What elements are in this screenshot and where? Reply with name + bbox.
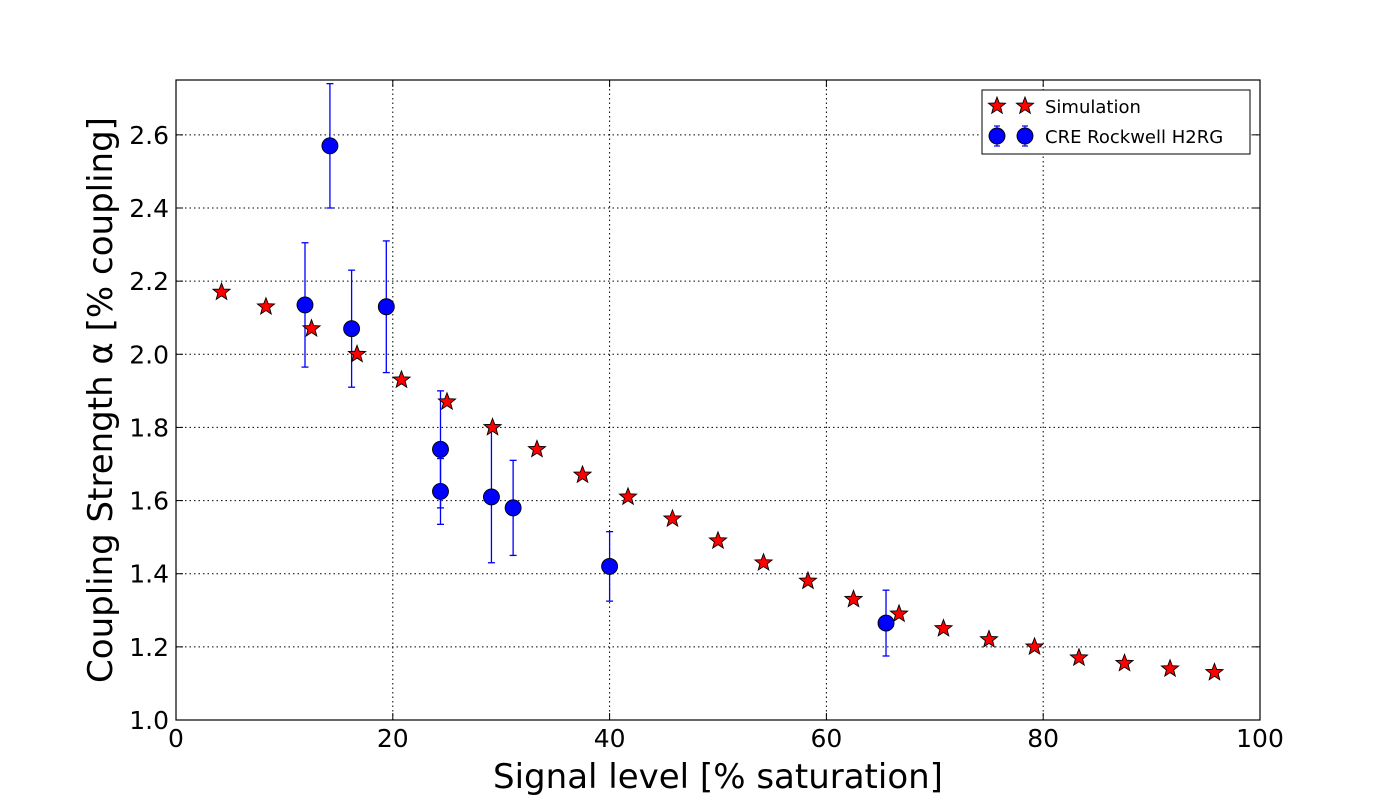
cre-series xyxy=(296,137,895,632)
plot-frame xyxy=(175,79,1261,721)
simulation-point xyxy=(843,589,864,608)
simulation-point xyxy=(211,281,232,301)
legend-circle-marker xyxy=(1016,127,1034,145)
cre-point xyxy=(504,499,522,517)
cre-point xyxy=(321,137,339,155)
legend-simulation-marker xyxy=(987,95,1035,115)
y-tick-label: 2.6 xyxy=(129,121,169,150)
simulation-point xyxy=(708,530,728,550)
simulation-point xyxy=(1024,636,1045,656)
simulation-point xyxy=(753,552,774,572)
simulation-point xyxy=(933,618,954,637)
legend-cre-marker xyxy=(988,125,1034,147)
cre-point xyxy=(296,296,314,314)
cre-point xyxy=(343,320,361,338)
simulation-point xyxy=(256,296,276,316)
simulation-point xyxy=(1114,653,1135,672)
cre-point xyxy=(877,614,895,632)
x-tick-label: 40 xyxy=(594,724,626,753)
y-tick-label: 2.2 xyxy=(129,267,169,296)
cre-point xyxy=(377,298,395,316)
axis-ticks xyxy=(175,80,1261,721)
simulation-point xyxy=(391,369,412,389)
legend-star-marker xyxy=(987,95,1007,115)
cre-point xyxy=(432,440,449,458)
x-tick-labels: 0 20 40 60 80 100 xyxy=(168,724,1284,753)
legend-circle-marker xyxy=(988,127,1006,145)
y-tick-label: 1.6 xyxy=(129,487,169,516)
simulation-point xyxy=(889,603,909,623)
legend-star-marker xyxy=(1015,95,1035,115)
simulation-point xyxy=(1069,647,1089,667)
x-tick-label: 100 xyxy=(1236,724,1284,753)
simulation-point xyxy=(527,439,547,458)
simulation-point xyxy=(1160,658,1180,678)
y-tick-label: 1.0 xyxy=(129,706,169,735)
y-tick-label: 2.0 xyxy=(129,340,169,369)
simulation-point xyxy=(572,464,593,484)
y-tick-label: 2.4 xyxy=(129,194,169,223)
simulation-point xyxy=(618,486,638,506)
simulation-series xyxy=(211,281,1225,681)
simulation-point xyxy=(798,570,818,590)
y-tick-label: 1.2 xyxy=(129,633,169,662)
simulation-point xyxy=(301,318,322,338)
legend-label-simulation: Simulation xyxy=(1045,97,1141,118)
y-axis-title: Coupling Strength α [% coupling] xyxy=(81,117,121,683)
simulation-point xyxy=(482,417,503,436)
x-axis-title: Signal level [% saturation] xyxy=(493,757,943,797)
x-tick-label: 80 xyxy=(1027,724,1059,753)
simulation-point xyxy=(662,508,683,528)
x-tick-label: 0 xyxy=(168,724,184,753)
y-tick-labels: 1.0 1.2 1.4 1.6 1.8 2.0 2.2 2.4 2.6 xyxy=(129,121,169,735)
legend: Simulation CRE Rockwell H2RG xyxy=(981,89,1251,155)
cre-point xyxy=(432,482,449,500)
cre-point xyxy=(482,488,500,506)
cre-point xyxy=(601,557,619,575)
legend-label-cre: CRE Rockwell H2RG xyxy=(1045,127,1223,148)
x-tick-label: 60 xyxy=(810,724,842,753)
y-tick-label: 1.8 xyxy=(129,413,169,442)
simulation-point xyxy=(347,344,367,363)
simulation-point xyxy=(1204,662,1225,681)
x-tick-label: 20 xyxy=(377,724,409,753)
simulation-point xyxy=(437,391,457,411)
plot-area xyxy=(176,80,1260,720)
simulation-point xyxy=(979,629,999,648)
y-tick-label: 1.4 xyxy=(129,560,169,589)
